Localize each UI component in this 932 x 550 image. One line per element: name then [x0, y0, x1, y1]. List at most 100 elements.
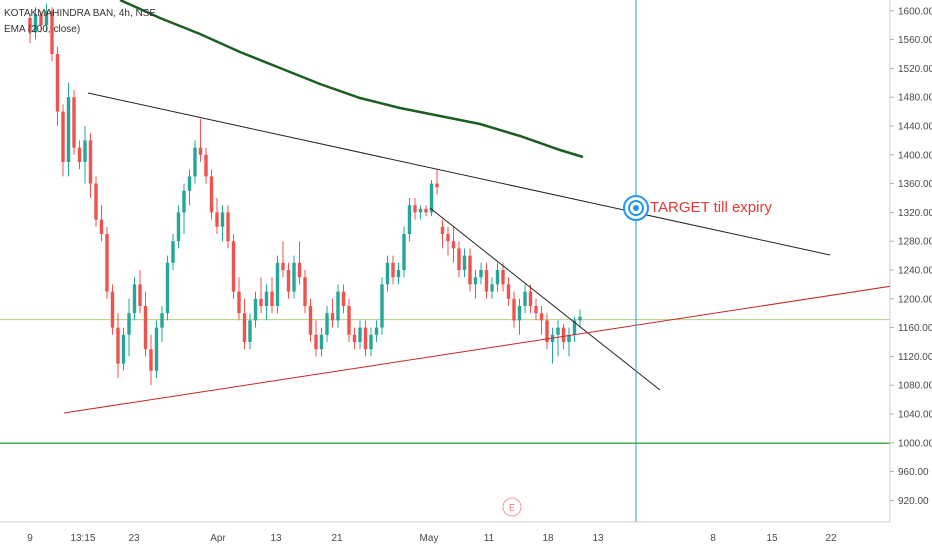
candle-body [215, 212, 219, 227]
candle [336, 284, 340, 328]
candle [534, 298, 538, 321]
candle [319, 327, 324, 357]
candle [341, 284, 346, 314]
symbol-title[interactable]: KOTAKMAHINDRA BAN, 4h, NSE [4, 8, 157, 19]
time-tick-label: May [420, 533, 439, 544]
candle-body [462, 255, 467, 270]
time-tick-label: 8 [710, 533, 716, 544]
candle [209, 169, 214, 220]
candle [94, 176, 98, 227]
candle [325, 306, 329, 342]
candle [545, 313, 549, 350]
candle [77, 140, 82, 170]
candle-body [479, 270, 483, 278]
candle [50, 7, 54, 62]
candle-body [77, 147, 82, 162]
price-axis[interactable]: 920.00 960.00 1000.00 1040.00 1080.00 1120.00… [889, 0, 932, 522]
candle-body [83, 140, 87, 162]
candle [132, 277, 137, 321]
candle [506, 277, 511, 306]
candle [187, 169, 192, 206]
candle [385, 255, 390, 292]
legend: KOTAKMAHINDRA BAN, 4h, NSE EMA (200, clo… [4, 6, 156, 38]
target-annotation: TARGET till expiry [650, 199, 772, 216]
candle-body [308, 306, 313, 335]
candle [154, 320, 159, 378]
candle [484, 262, 489, 299]
candle-body [567, 334, 571, 342]
candle [528, 284, 533, 314]
price-tick-label: 1440.00 [898, 122, 932, 133]
time-axis[interactable]: 9 13:15 23 Apr 13 21 May 11 18 13 8 15 22 [0, 521, 932, 550]
candle [121, 327, 126, 371]
candle-body [473, 277, 478, 285]
candle-body [347, 306, 351, 335]
candle [182, 183, 186, 234]
candle-body [297, 262, 302, 278]
candle [110, 284, 115, 335]
candle-body [358, 327, 362, 342]
candle [396, 262, 401, 285]
candle-body [281, 262, 285, 270]
candle-body [226, 212, 230, 242]
candle [292, 255, 296, 299]
candle-body [578, 316, 582, 321]
candle-body [341, 291, 346, 306]
candle [237, 277, 241, 321]
candle-body [528, 291, 533, 306]
earnings-marker-icon [502, 497, 522, 517]
candle-body [440, 226, 445, 234]
candle [473, 270, 478, 299]
price-tick-label: 1120.00 [898, 352, 932, 363]
candle-body [572, 320, 577, 335]
candle [352, 327, 357, 350]
time-tick-label: 21 [331, 533, 343, 544]
candle-body [66, 97, 71, 162]
time-tick-label: 23 [128, 533, 140, 544]
time-tick-label: 13 [592, 533, 604, 544]
candle [435, 169, 439, 195]
candle-body [451, 241, 456, 249]
indicator-label[interactable]: EMA (200, close) [4, 24, 81, 35]
horizontal-levels [0, 319, 890, 444]
candle [523, 284, 527, 314]
candle-body [512, 298, 516, 321]
price-tick-label: 1160.00 [898, 323, 932, 334]
candles [28, 3, 582, 386]
candle [171, 234, 175, 270]
candle-body [396, 270, 401, 278]
candle-body [264, 291, 269, 306]
candle-body [286, 270, 291, 292]
candle-body [121, 334, 126, 364]
candle-body [61, 111, 65, 162]
candle [33, 7, 38, 40]
candle-body [99, 219, 104, 234]
candle-body [220, 212, 225, 227]
time-axis-bg [0, 522, 932, 550]
time-tick-label: 9 [27, 533, 33, 544]
rising-support-line [63, 285, 893, 414]
candle-body [198, 147, 203, 155]
candle-body [154, 327, 159, 371]
candle [72, 90, 76, 155]
candle [204, 147, 208, 184]
candle [83, 126, 87, 184]
candle-body [88, 140, 93, 184]
candle-body [132, 284, 137, 314]
candle-body [303, 277, 307, 306]
candle-body [484, 270, 489, 292]
price-tick-label: 1400.00 [898, 150, 932, 161]
candle-body [374, 327, 379, 335]
candle [303, 270, 307, 314]
candle [259, 277, 263, 314]
candle [402, 226, 406, 278]
candle [248, 313, 252, 350]
candle [165, 255, 170, 321]
candle-body [44, 10, 49, 26]
candle-body [292, 262, 296, 292]
candle-body [39, 14, 43, 26]
candle [116, 313, 120, 378]
candle [226, 205, 230, 249]
time-tick-label: 22 [825, 533, 837, 544]
